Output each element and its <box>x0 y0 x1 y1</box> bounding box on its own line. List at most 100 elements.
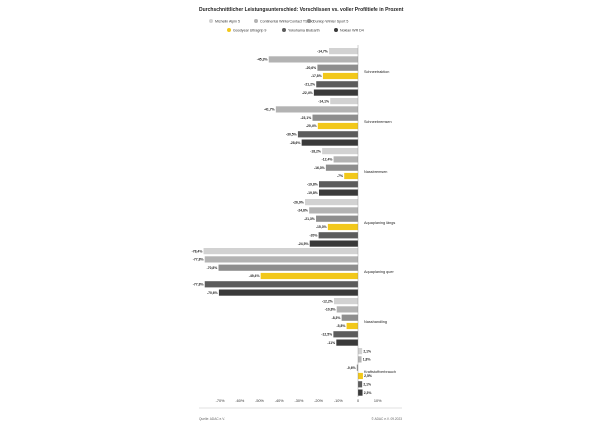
bar <box>268 56 358 63</box>
bar <box>336 339 358 346</box>
data-label: -24,5% <box>298 242 309 246</box>
bar <box>297 131 358 138</box>
bar <box>358 348 363 355</box>
data-label: -15,3% <box>316 225 327 229</box>
copyright-note: © ADAC e.V. 09.2023 <box>371 417 402 421</box>
category-group: -12,2% -10,8% -8,3% -5,8% -12,5% -11% Nasshand… <box>321 298 387 346</box>
x-tick-label: -60% <box>235 399 244 403</box>
bar <box>309 240 358 247</box>
category-group: 2,1% 1,8% -0,6% 2,5% 2,1% 2,3% Kraftstoffverbr… <box>347 348 396 396</box>
data-label: -24,8% <box>297 209 308 213</box>
bar <box>318 181 358 188</box>
bar <box>203 248 358 255</box>
bar <box>341 314 358 321</box>
data-label: -14,7% <box>317 49 328 53</box>
category-label: Nassbremsen <box>364 170 387 174</box>
x-tick-label: -10% <box>334 399 343 403</box>
data-label: -18,2% <box>310 149 321 153</box>
category-group: -18,2% -12,4% -16,3% -7% -19,8% -19,8% Nassbre… <box>307 148 387 196</box>
category-group: -14,1% -41,7% -23,1% -20,4% -30,5% -28,6% Schn… <box>264 98 392 146</box>
category-label: Kraftstoffverbrauch <box>364 370 396 374</box>
data-label: -19,8% <box>307 183 318 187</box>
category-label: Schneetraktion <box>364 70 389 74</box>
legend-marker <box>209 19 213 23</box>
bar <box>322 148 358 155</box>
bar <box>218 264 358 271</box>
bar <box>358 381 363 388</box>
data-label: -21,2% <box>304 83 315 87</box>
data-label: 1,8% <box>363 358 371 362</box>
x-tick-label: -20% <box>314 399 323 403</box>
x-tick-label: -40% <box>275 399 284 403</box>
bar <box>317 122 358 130</box>
x-axis: -70% -60% -50% -40% -30% -20% -10% 0 10% <box>199 45 402 409</box>
bar <box>317 64 358 71</box>
data-label: -7% <box>337 174 343 178</box>
data-label: -77,8% <box>193 258 204 262</box>
legend-marker <box>254 19 258 23</box>
x-tick-label: 10% <box>374 399 382 403</box>
x-tick-label: 0 <box>357 399 359 403</box>
bar <box>333 298 358 305</box>
data-label: -11% <box>327 341 335 345</box>
x-tick-label: -30% <box>294 399 303 403</box>
bar <box>312 114 358 121</box>
category-label: Schneebremsen <box>364 120 392 124</box>
bar <box>358 389 363 396</box>
data-label: -16,3% <box>314 166 325 170</box>
bar <box>333 156 358 163</box>
data-label: -17,8% <box>311 74 322 78</box>
data-label: -30,5% <box>286 133 297 137</box>
source-note: Quelle: ADAC e.V. <box>199 417 225 421</box>
data-label: -22,4% <box>302 91 313 95</box>
data-label: -5,8% <box>337 324 346 328</box>
legend-label: Yokohama BluEarth <box>288 28 320 32</box>
x-tick-label: -50% <box>255 399 264 403</box>
data-label: -41,7% <box>264 108 275 112</box>
bar <box>329 48 358 55</box>
data-label: -20% <box>309 234 317 238</box>
bar <box>204 281 358 288</box>
data-label: -8,3% <box>332 316 341 320</box>
legend-marker <box>282 28 286 32</box>
legend-marker <box>227 28 231 32</box>
legend-label: Nokian WR D4 <box>340 28 364 32</box>
data-label: -70,6% <box>207 291 218 295</box>
x-tick-label: -70% <box>216 399 225 403</box>
bar <box>301 139 358 146</box>
data-label: -21,3% <box>304 217 315 221</box>
legend-label: Goodyear Ultragrip 9 <box>233 28 266 32</box>
bar <box>358 356 362 363</box>
legend-label: Continental WinterContact TS860 <box>260 19 313 23</box>
category-group: -26,9% -24,8% -21,3%-15,3% -20%-24,5% Aquapl… <box>293 199 395 247</box>
bar <box>322 72 358 80</box>
data-label: -70,8% <box>207 266 218 270</box>
bar <box>327 223 358 231</box>
data-label: -20,6% <box>305 66 316 70</box>
data-label: -26,9% <box>293 200 304 204</box>
bar <box>356 364 358 371</box>
data-label: 2,1% <box>363 349 371 353</box>
category-label: Nasshandling <box>364 320 387 324</box>
bar <box>313 89 358 96</box>
category-label: Aquaplaning längs <box>364 221 395 225</box>
data-label: -19,8% <box>307 191 318 195</box>
data-label: -23,1% <box>301 116 312 120</box>
bar <box>336 306 358 313</box>
bar <box>330 98 358 105</box>
data-label: -49,4% <box>249 274 260 278</box>
bar <box>305 199 358 206</box>
data-label: 2,5% <box>364 374 372 378</box>
bar <box>316 215 358 222</box>
data-label: -12,2% <box>322 299 333 303</box>
category-label: Aquaplaning quer <box>364 270 395 274</box>
data-label: -45,3% <box>257 58 268 62</box>
legend-marker <box>334 28 338 32</box>
data-label: -12,5% <box>321 333 332 337</box>
bar <box>358 372 363 380</box>
bar <box>333 331 358 338</box>
bar <box>325 164 358 171</box>
bar <box>346 322 358 330</box>
bar <box>318 232 358 239</box>
